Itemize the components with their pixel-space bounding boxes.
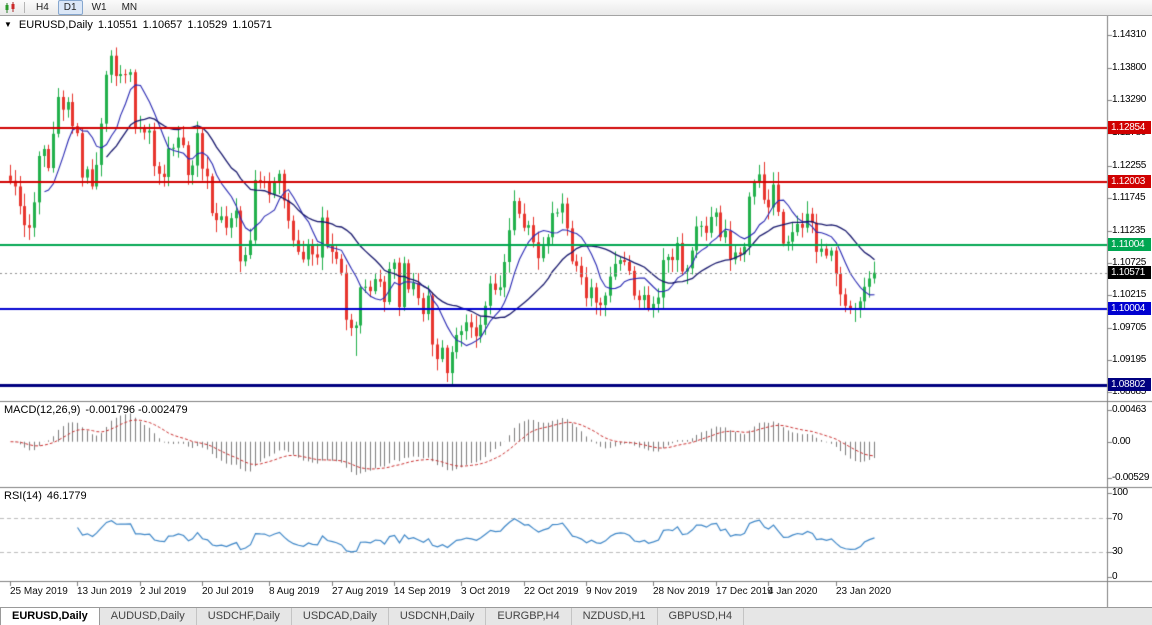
chart-window: ▼ EURUSD,Daily 1.10551 1.10657 1.10529 1…	[0, 16, 1152, 607]
chart-tab-eurgbp[interactable]: EURGBP,H4	[486, 608, 572, 625]
chart-tab-nzdusd[interactable]: NZDUSD,H1	[572, 608, 658, 625]
chart-tab-audusd[interactable]: AUDUSD,Daily	[100, 608, 197, 625]
timeframe-button-mn[interactable]: MN	[121, 1, 138, 13]
top-toolbar: H4 D1 W1 MN	[0, 0, 1152, 16]
chart-tab-usdchf[interactable]: USDCHF,Daily	[197, 608, 292, 625]
price-chart-canvas[interactable]	[0, 16, 1152, 607]
timeframe-button-d1[interactable]: D1	[57, 0, 83, 15]
chart-tab-eurusd[interactable]: EURUSD,Daily	[0, 608, 100, 625]
toolbar-separator	[24, 2, 25, 13]
timeframe-button-w1[interactable]: W1	[91, 1, 107, 13]
timeframe-button-h4[interactable]: H4	[36, 1, 49, 13]
chart-tab-gbpusd[interactable]: GBPUSD,H4	[658, 608, 745, 625]
chart-tab-bar: EURUSD,Daily AUDUSD,Daily USDCHF,Daily USDC…	[0, 607, 1152, 625]
chart-tab-usdcad[interactable]: USDCAD,Daily	[292, 608, 389, 625]
chart-tab-usdcnh[interactable]: USDCNH,Daily	[389, 608, 487, 625]
candlestick-chart-icon	[3, 1, 19, 14]
